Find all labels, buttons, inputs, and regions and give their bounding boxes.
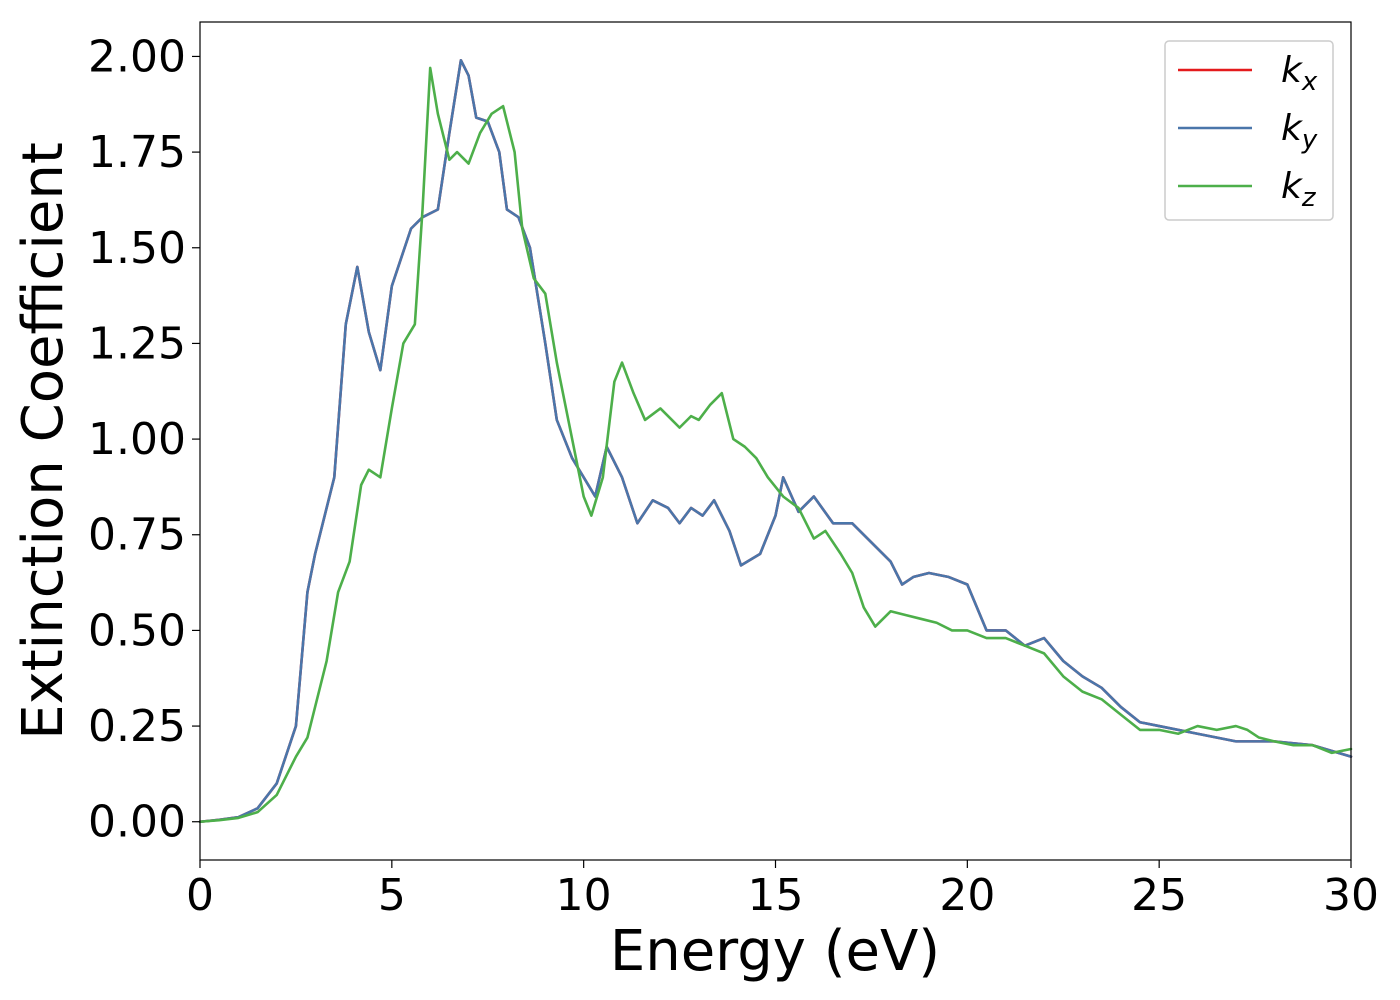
x-tick-label: 5 — [378, 870, 406, 921]
y-tick-label: 0.75 — [88, 510, 186, 561]
y-tick-label: 1.00 — [88, 414, 186, 465]
y-tick-label: 1.75 — [88, 127, 186, 178]
x-axis-ticks: 0 5 10 15 20 25 30 — [186, 860, 1379, 921]
series-line-kz — [198, 66, 1353, 824]
y-tick-label: 2.00 — [88, 31, 186, 82]
x-axis-label: Energy (eV) — [610, 919, 940, 984]
x-tick-label: 15 — [748, 870, 804, 921]
x-tick-label: 10 — [556, 870, 612, 921]
y-tick-label: 1.25 — [88, 318, 186, 369]
y-tick-label: 0.00 — [88, 797, 186, 848]
series-lines — [198, 58, 1353, 824]
y-tick-label: 1.50 — [88, 223, 186, 274]
plot-background — [200, 22, 1351, 860]
y-axis-label: Extinction Coefficient — [11, 142, 76, 740]
y-tick-label: 0.25 — [88, 701, 186, 752]
legend-label-ky: ky — [1281, 108, 1318, 155]
x-tick-label: 20 — [939, 870, 995, 921]
y-axis-ticks: 0.00 0.25 0.50 0.75 1.00 1.25 1.50 1.75 2.00 — [88, 31, 200, 848]
legend: kx ky kz — [1164, 40, 1334, 221]
x-tick-label: 0 — [186, 870, 214, 921]
x-tick-label: 25 — [1131, 870, 1187, 921]
series-line-ky — [198, 58, 1353, 824]
y-tick-label: 0.50 — [88, 605, 186, 656]
legend-box — [1164, 40, 1334, 221]
legend-label-kz: kz — [1281, 166, 1317, 213]
legend-label-kx: kx — [1281, 50, 1318, 97]
x-tick-label: 30 — [1323, 870, 1379, 921]
